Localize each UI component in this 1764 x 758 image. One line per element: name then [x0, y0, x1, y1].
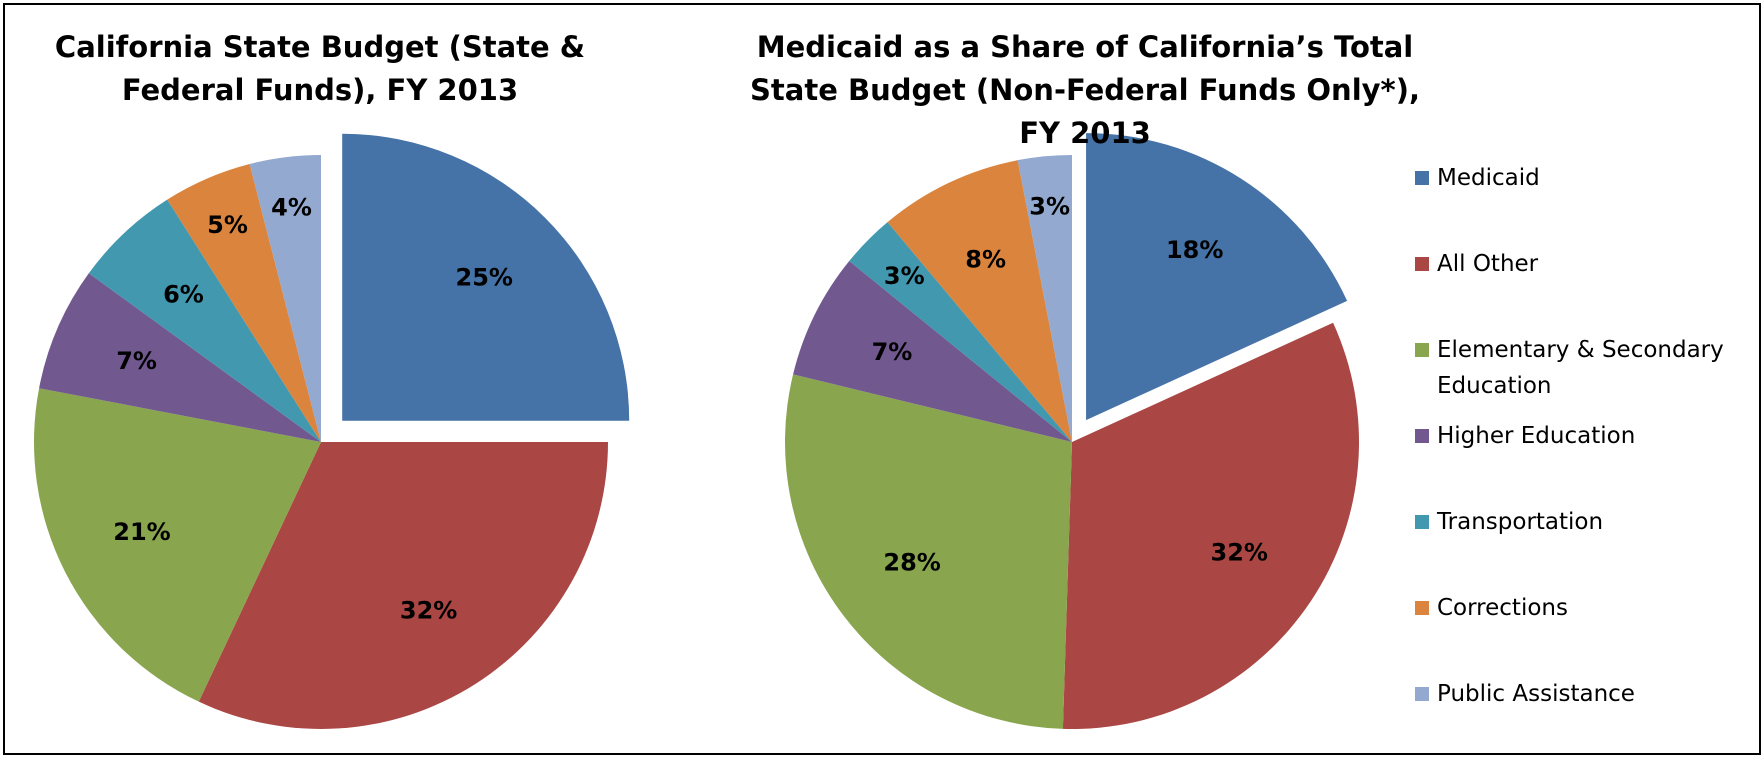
legend-swatch	[1415, 343, 1429, 357]
chart-title: California State Budget (State & Federal…	[54, 30, 586, 107]
data-label: 3%	[1029, 193, 1070, 221]
legend-swatch	[1415, 171, 1429, 185]
pie-slice	[39, 273, 322, 442]
data-label: 5%	[207, 211, 248, 239]
legend-label: Transportation	[1437, 509, 1604, 535]
data-label: 7%	[116, 347, 157, 375]
pie-slice	[167, 164, 321, 442]
pie-slice	[249, 155, 321, 442]
pie-slice	[342, 133, 630, 421]
legend-swatch	[1415, 257, 1429, 271]
data-label: 8%	[965, 246, 1006, 274]
legend-swatch	[1415, 601, 1429, 615]
pie-slice	[785, 374, 1072, 729]
legend-item: All Other	[1415, 246, 1755, 282]
pie-slice	[1062, 322, 1359, 729]
data-label: 25%	[456, 264, 513, 292]
pie-slice	[1017, 155, 1072, 442]
legend-label: Medicaid	[1437, 165, 1540, 191]
legend-swatch	[1415, 429, 1429, 443]
data-label: 6%	[163, 281, 204, 309]
pie-slice	[887, 160, 1072, 442]
data-label: 28%	[883, 549, 940, 577]
legend-label: Public Assistance	[1437, 681, 1635, 707]
legend-item: Transportation	[1415, 504, 1755, 540]
chart-title: Medicaid as a Share of California’s Tota…	[750, 30, 1420, 150]
legend-item: Elementary & Secondary Education	[1415, 332, 1755, 404]
frame	[3, 3, 1761, 755]
legend-swatch	[1415, 687, 1429, 701]
legend-label: Higher Education	[1437, 423, 1636, 449]
legend-swatch	[1415, 515, 1429, 529]
legend-label: Corrections	[1437, 595, 1568, 621]
data-label: 21%	[113, 518, 170, 546]
data-label: 3%	[884, 262, 925, 290]
pie-slice	[849, 222, 1072, 442]
data-label: 7%	[872, 338, 913, 366]
legend-label: Elementary & Secondary Education	[1437, 337, 1724, 399]
legend-item: Medicaid	[1415, 160, 1755, 196]
pie-slice	[793, 261, 1072, 442]
legend-item: Corrections	[1415, 590, 1755, 626]
legend-item: Higher Education	[1415, 418, 1755, 454]
pie-slice	[34, 388, 321, 702]
data-label: 4%	[271, 194, 312, 222]
data-label: 32%	[1211, 538, 1268, 566]
pie-slice	[88, 199, 321, 442]
data-label: 32%	[400, 597, 457, 625]
pie-slice	[1086, 133, 1348, 421]
legend-label: All Other	[1437, 251, 1539, 277]
pie-slice	[198, 442, 609, 729]
data-label: 18%	[1166, 236, 1223, 264]
legend-item: Public Assistance	[1415, 676, 1755, 712]
